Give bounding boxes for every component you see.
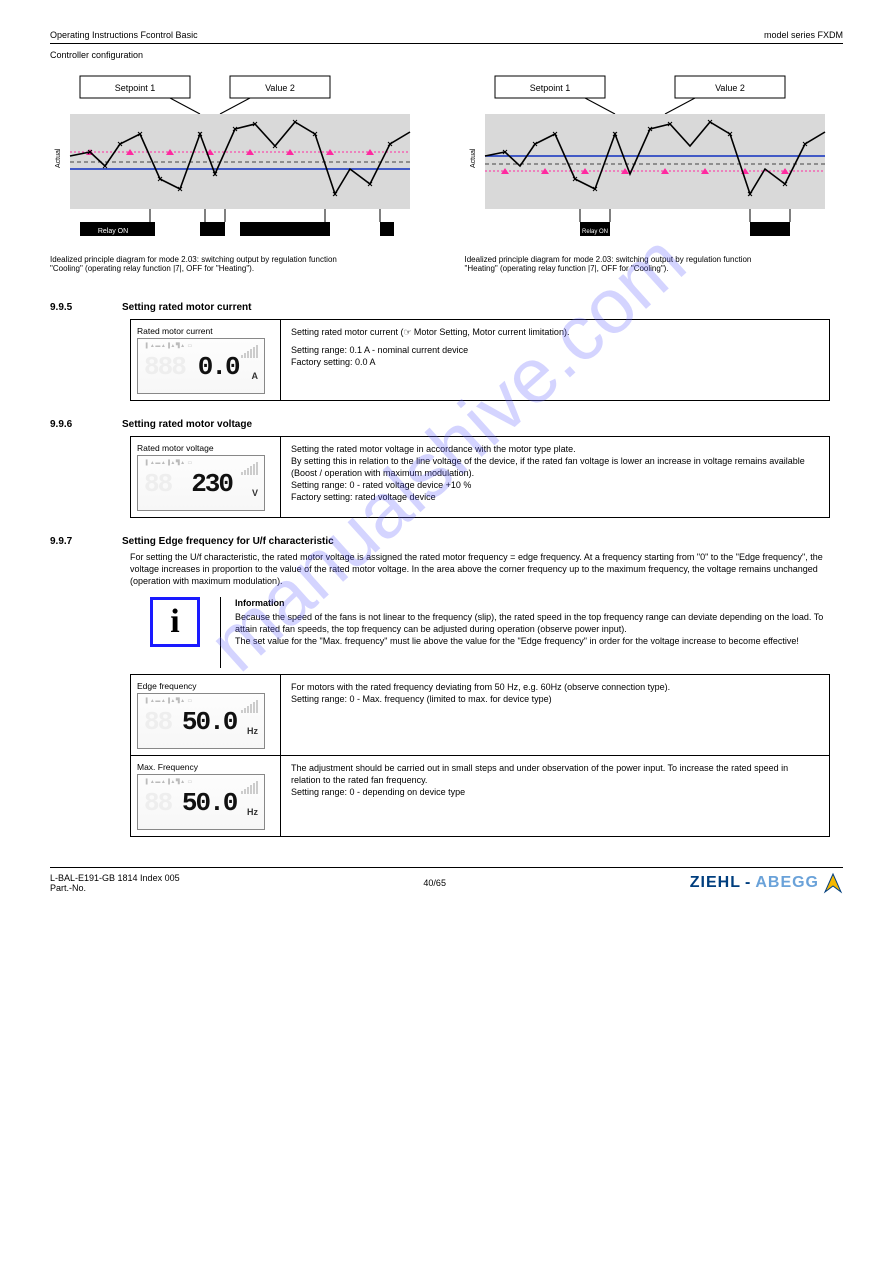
lcd-display: ▐ ▲▬▲▐▲▜▲ ▭ 88 50.0 Hz [137,774,265,830]
svg-text:Value 2: Value 2 [715,83,745,93]
lcd-display: ▐ ▲▬▲▐▲▜▲ ▭ 88 230 V [137,455,265,511]
diagram-left-svg: Setpoint 1 Value 2 [50,74,420,254]
section-9.9.5-heading: 9.9.5 Setting rated motor current [50,302,843,313]
page-footer: L-BAL-E191-GB 1814 Index 005 Part.-No. 4… [50,867,843,894]
lcd-label: Rated motor current [137,326,213,336]
footer-left: L-BAL-E191-GB 1814 Index 005 [50,873,180,883]
section-9.9.6-heading: 9.9.6 Setting rated motor voltage [50,419,843,430]
diagram-left-caption: Idealized principle diagram for mode 2.0… [50,256,429,274]
svg-text:Value 2: Value 2 [265,83,295,93]
information-icon: i [150,597,200,647]
table-rated-motor-voltage: Rated motor voltage ▐ ▲▬▲▐▲▜▲ ▭ 88 230 V… [130,436,830,518]
divider [50,43,843,44]
lcd-label: Max. Frequency [137,762,198,772]
info-body: Because the speed of the fans is not lin… [235,611,843,647]
svg-text:Relay ON: Relay ON [581,229,607,235]
diagram-left: Setpoint 1 Value 2 [50,74,429,274]
diagram-right-svg: Setpoint 1 Value 2 [465,74,835,254]
table-rated-motor-current: Rated motor current ▐ ▲▬▲▐▲▜▲ ▭ 888 0.0 … [130,319,830,401]
hand-pointer-icon: ☞ [404,327,414,337]
table-frequency: Edge frequency ▐ ▲▬▲▐▲▜▲ ▭ 88 50.0 Hz Fo… [130,674,830,837]
page-number: 40/65 [423,878,446,888]
page-header: Operating Instructions Fcontrol Basic mo… [50,30,843,43]
brand-logo: ZIEHL-ABEGG [690,872,843,894]
info-callout: i Information Because the speed of the f… [70,597,843,668]
lcd-display: ▐ ▲▬▲▐▲▜▲ ▭ 888 0.0 A [137,338,265,394]
svg-text:Relay ON: Relay ON [98,228,128,235]
lcd-label: Rated motor voltage [137,443,214,453]
info-heading: Information [235,597,843,609]
brand-icon [823,872,843,894]
lcd-display: ▐ ▲▬▲▐▲▜▲ ▭ 88 50.0 Hz [137,693,265,749]
header-left: Operating Instructions Fcontrol Basic [50,30,198,40]
svg-text:Actual: Actual [55,148,62,168]
svg-text:Setpoint 1: Setpoint 1 [529,83,570,93]
diagram-right: Setpoint 1 Value 2 [465,74,844,274]
svg-text:Actual: Actual [470,148,477,168]
header-sub: Controller configuration [50,50,843,60]
section-9.9.7-heading: 9.9.7 Setting Edge frequency for U/f cha… [50,536,843,547]
footer-part: Part.-No. [50,883,180,893]
lcd-label: Edge frequency [137,681,197,691]
diagram-right-caption: Idealized principle diagram for mode 2.0… [465,256,844,274]
svg-text:Setpoint 1: Setpoint 1 [115,83,156,93]
section-9.9.7-paragraph: For setting the U/f characteristic, the … [130,551,830,587]
header-right: model series FXDM [764,30,843,40]
